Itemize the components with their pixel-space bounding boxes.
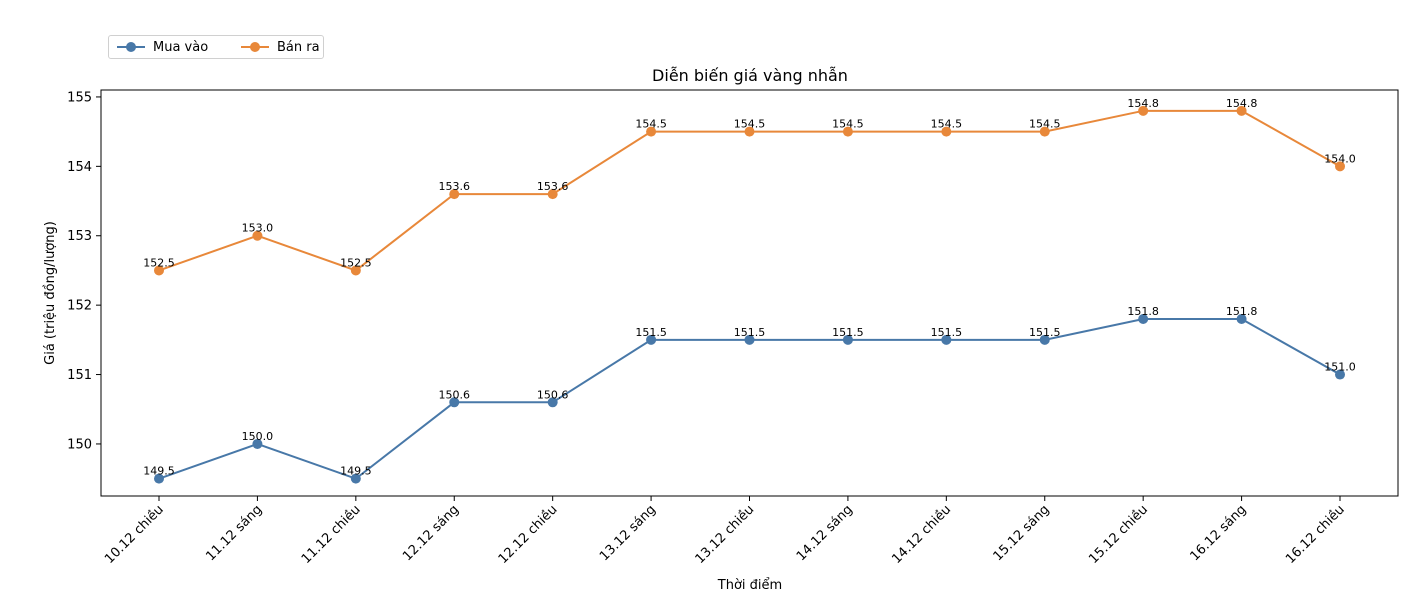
- data-label: 150.6: [537, 388, 569, 401]
- y-axis: 150 151 152 153 154 155: [67, 90, 101, 452]
- x-tick-label: 10.12 chiều: [102, 502, 167, 567]
- data-label: 154.5: [832, 118, 864, 131]
- data-label: 151.5: [635, 326, 667, 339]
- data-point: [646, 334, 657, 345]
- y-axis-label: Giá (triệu đồng/lượng): [43, 221, 58, 365]
- data-label: 153.6: [537, 180, 569, 193]
- legend-swatch-ban-ra: [241, 42, 269, 52]
- data-point: [842, 334, 853, 345]
- data-point: [646, 126, 657, 137]
- data-label: 154.8: [1226, 97, 1258, 110]
- data-label: 149.5: [340, 465, 372, 478]
- data-point: [1138, 105, 1149, 116]
- y-tick-label: 150: [67, 437, 92, 452]
- data-point: [449, 397, 460, 408]
- x-tick-label: 15.12 sáng: [991, 502, 1053, 564]
- data-point: [154, 473, 164, 484]
- y-tick-label: 154: [67, 160, 92, 175]
- data-point: [1039, 334, 1050, 345]
- data-label: 154.5: [1029, 118, 1061, 131]
- legend-label-mua-vao: Mua vào: [153, 39, 209, 55]
- y-tick-label: 151: [67, 368, 92, 383]
- x-tick-label: 14.12 sáng: [794, 502, 856, 564]
- series-1: 152.5 153.0 152.5 153.6 153.6 154.5 154.5 154.5…: [143, 97, 1356, 276]
- data-point: [842, 126, 853, 137]
- x-tick-label: 16.12 sáng: [1187, 502, 1249, 564]
- data-label: 154.0: [1324, 152, 1356, 165]
- data-label: 151.5: [832, 326, 864, 339]
- x-tick-label: 15.12 chiều: [1086, 502, 1151, 567]
- x-tick-label: 13.12 chiều: [693, 502, 758, 567]
- data-label: 154.5: [734, 118, 766, 131]
- data-label: 151.5: [1029, 326, 1061, 339]
- data-point: [154, 265, 164, 276]
- y-tick-label: 152: [67, 299, 92, 314]
- x-tick-label: 12.12 chiều: [496, 502, 561, 567]
- data-label: 151.0: [1324, 361, 1356, 374]
- data-point: [547, 397, 558, 408]
- x-tick-label: 13.12 sáng: [597, 502, 659, 564]
- data-label: 149.5: [143, 465, 175, 478]
- data-point: [252, 230, 263, 241]
- data-label: 154.5: [635, 118, 667, 131]
- data-label: 153.6: [439, 180, 471, 193]
- x-tick-label: 11.12 sáng: [203, 502, 265, 564]
- x-axis-label: Thời điểm: [717, 578, 782, 593]
- x-tick-label: 11.12 chiều: [299, 502, 364, 567]
- data-label: 154.5: [931, 118, 963, 131]
- data-point: [1039, 126, 1050, 137]
- data-point: [1236, 314, 1247, 325]
- data-point: [941, 334, 952, 345]
- legend-label-ban-ra: Bán ra: [277, 39, 320, 55]
- data-point: [1138, 314, 1149, 325]
- legend-item-mua-vao: Mua vào: [117, 36, 208, 58]
- data-label: 152.5: [143, 256, 175, 269]
- data-label: 151.8: [1226, 305, 1258, 318]
- data-point: [941, 126, 952, 137]
- data-label: 152.5: [340, 256, 372, 269]
- x-tick-label: 12.12 sáng: [400, 502, 462, 564]
- data-label: 154.8: [1127, 97, 1159, 110]
- legend: Mua vào Bán ra: [108, 35, 324, 59]
- data-label: 153.0: [242, 222, 274, 235]
- data-label: 151.8: [1127, 305, 1159, 318]
- plot-area: [100, 89, 1399, 497]
- data-label: 151.5: [734, 326, 766, 339]
- data-label: 151.5: [931, 326, 963, 339]
- data-point: [252, 438, 263, 449]
- data-point: [1236, 105, 1247, 116]
- data-label: 150.6: [439, 388, 471, 401]
- data-point: [744, 334, 755, 345]
- data-point: [350, 265, 361, 276]
- data-point: [547, 189, 558, 200]
- data-point: [744, 126, 755, 137]
- legend-item-ban-ra: Bán ra: [241, 36, 320, 58]
- series-0: 149.5 150.0 149.5 150.6 150.6 151.5 151.5 151.5…: [143, 305, 1356, 484]
- y-tick-label: 155: [67, 90, 92, 105]
- y-tick-label: 153: [67, 229, 92, 244]
- data-point: [350, 473, 361, 484]
- data-point: [1335, 161, 1345, 172]
- series-layer: 149.5 150.0 149.5 150.6 150.6 151.5 151.5 151.5…: [143, 97, 1356, 484]
- data-point: [449, 189, 460, 200]
- x-tick-label: 14.12 chiều: [889, 502, 954, 567]
- data-label: 150.0: [242, 430, 274, 443]
- x-axis: 10.12 chiều 11.12 sáng 11.12 chiều 12.12 sá…: [102, 496, 1348, 567]
- data-point: [1335, 369, 1345, 380]
- chart-title: Diễn biến giá vàng nhẫn: [652, 66, 848, 85]
- x-tick-label: 16.12 chiều: [1283, 502, 1348, 567]
- legend-swatch-mua-vao: [117, 42, 145, 52]
